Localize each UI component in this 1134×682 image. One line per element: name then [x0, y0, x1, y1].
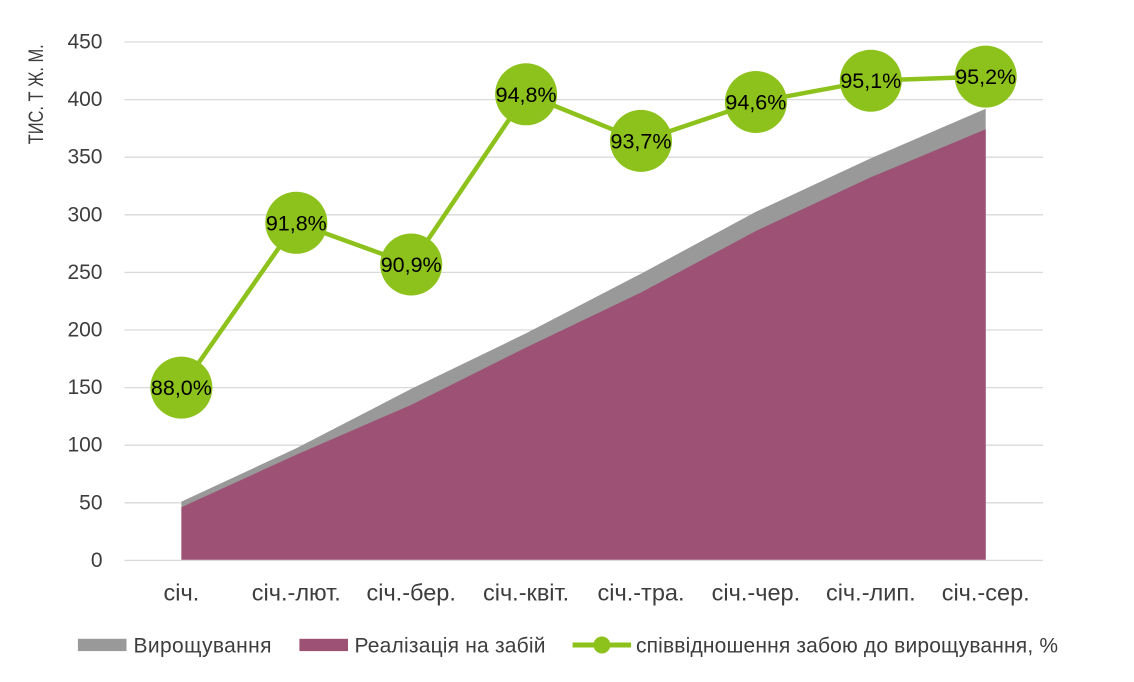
svg-text:95,2%: 95,2%	[955, 65, 1016, 89]
svg-text:250: 250	[67, 261, 102, 284]
svg-text:співвідношення забою до вирощу: співвідношення забою до вирощування, %	[636, 634, 1058, 657]
svg-text:січ.-тра.: січ.-тра.	[597, 580, 684, 606]
svg-text:300: 300	[67, 203, 102, 226]
svg-text:100: 100	[67, 434, 102, 457]
svg-text:450: 450	[67, 31, 102, 54]
svg-text:січ.-чер.: січ.-чер.	[712, 580, 800, 606]
svg-text:93,7%: 93,7%	[611, 129, 672, 153]
svg-text:Вирощування: Вирощування	[134, 634, 272, 657]
svg-text:200: 200	[67, 319, 102, 342]
svg-text:січ.-лют.: січ.-лют.	[252, 580, 341, 606]
svg-text:350: 350	[67, 146, 102, 169]
svg-text:січ.: січ.	[164, 580, 200, 606]
svg-text:91,8%: 91,8%	[266, 211, 327, 235]
svg-text:ТИС. Т Ж. М.: ТИС. Т Ж. М.	[25, 44, 48, 144]
svg-text:0: 0	[91, 549, 103, 572]
svg-text:січ.-лип.: січ.-лип.	[826, 580, 916, 606]
svg-text:січ.-квіт.: січ.-квіт.	[483, 580, 569, 606]
svg-text:400: 400	[67, 88, 102, 111]
svg-text:січ.-сер.: січ.-сер.	[942, 580, 1030, 606]
svg-text:90,9%: 90,9%	[381, 253, 442, 277]
svg-text:50: 50	[79, 491, 102, 514]
svg-text:88,0%: 88,0%	[151, 376, 212, 400]
svg-text:Реалізація на забій: Реалізація на забій	[355, 634, 546, 657]
svg-text:січ.-бер.: січ.-бер.	[366, 580, 455, 606]
svg-text:150: 150	[67, 376, 102, 399]
svg-text:95,1%: 95,1%	[840, 69, 901, 93]
svg-text:94,8%: 94,8%	[496, 83, 557, 107]
svg-text:94,6%: 94,6%	[725, 91, 786, 115]
